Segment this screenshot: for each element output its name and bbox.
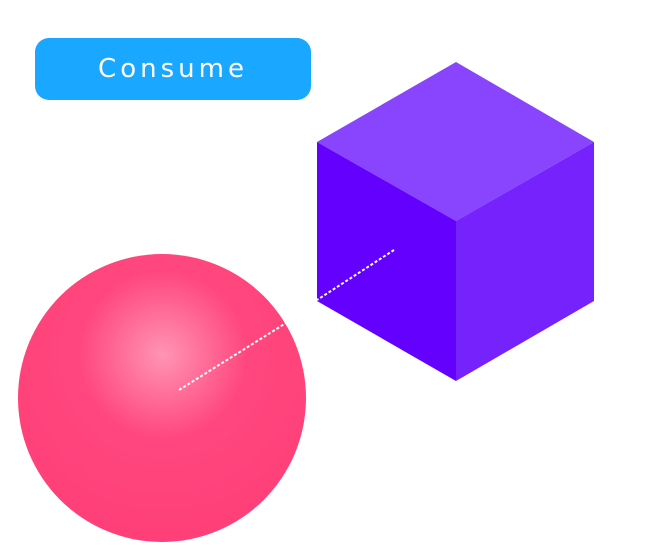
cube[interactable]: [316, 62, 594, 381]
consume-button[interactable]: Consume: [35, 38, 311, 100]
cube-dashed-line: [316, 249, 395, 301]
cube-left-face: [317, 142, 456, 381]
cube-right-face: [456, 142, 594, 381]
sphere-body: [18, 254, 306, 542]
sphere[interactable]: [18, 254, 306, 542]
sphere-dashed-line: [178, 322, 287, 391]
cube-top-face: [317, 62, 594, 221]
